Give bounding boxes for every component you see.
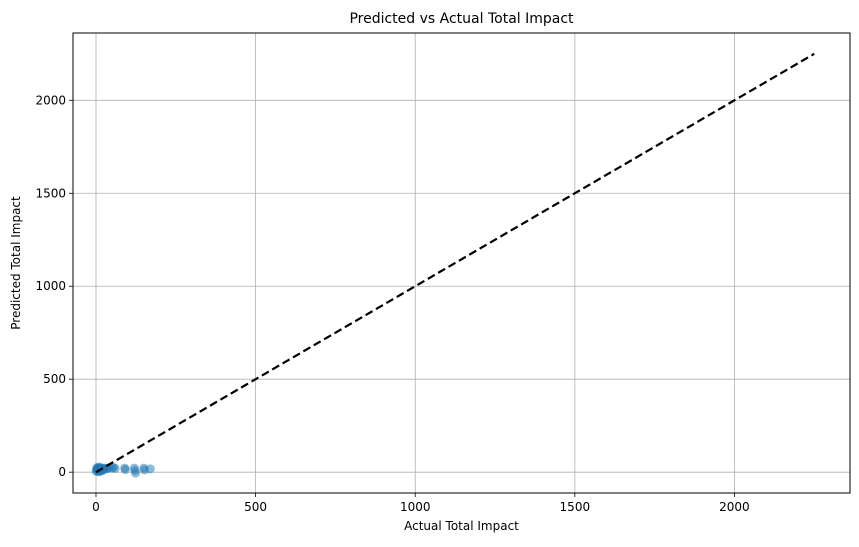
x-tick-label: 0 [92,500,100,514]
chart-title: Predicted vs Actual Total Impact [349,11,574,27]
y-tick-label: 1500 [35,186,66,200]
y-axis-ticks: 0 500 1000 1500 2000 [35,93,73,479]
x-tick-label: 1500 [560,500,591,514]
y-tick-label: 1000 [35,279,66,293]
data-point [131,468,141,478]
data-point [145,464,155,474]
x-axis-ticks: 0 500 1000 1500 2000 [92,493,750,514]
x-tick-label: 500 [244,500,267,514]
x-axis-label: Actual Total Impact [404,519,519,533]
plot-frame [72,32,851,494]
y-tick-label: 0 [58,465,66,479]
y-tick-label: 2000 [35,93,66,107]
grid-lines [73,33,850,493]
data-point [110,463,120,473]
y-axis-label: Predicted Total Impact [9,196,23,330]
reference-line-group [95,52,815,474]
reference-line [95,52,815,474]
y-tick-label: 500 [43,372,66,386]
x-tick-label: 1000 [400,500,431,514]
x-tick-label: 2000 [719,500,750,514]
data-point [120,465,130,475]
